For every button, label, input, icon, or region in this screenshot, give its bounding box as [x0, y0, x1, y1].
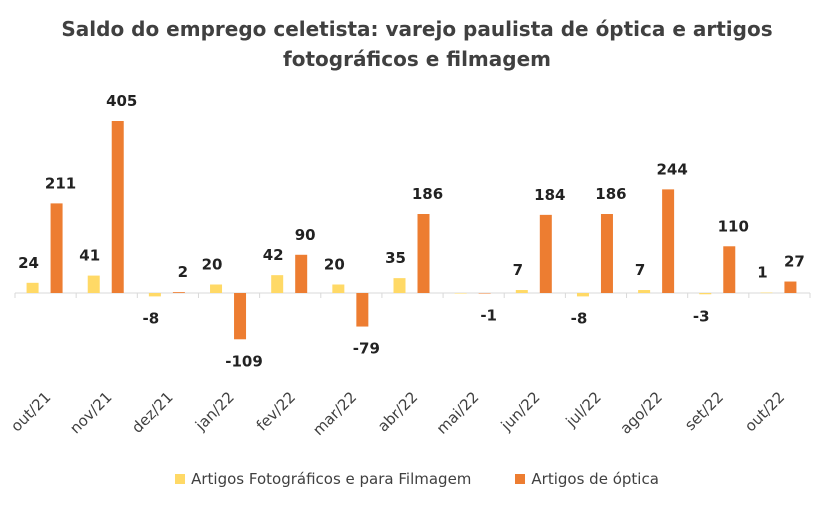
data-label-fotograficos: 42: [263, 246, 284, 264]
bar-optica: [417, 214, 430, 293]
bar-fotograficos: [638, 290, 651, 293]
bar-optica: [662, 189, 675, 293]
bar-fotograficos: [332, 284, 345, 293]
bar-optica: [111, 121, 124, 293]
legend-swatch-optica: [515, 474, 526, 484]
data-label-fotograficos: -8: [571, 309, 588, 327]
bar-fotograficos: [26, 282, 39, 293]
x-tick-label: mai/22: [433, 388, 483, 438]
x-tick-label: set/22: [681, 388, 727, 434]
data-label-optica: 211: [45, 174, 76, 192]
bar-fotograficos: [760, 292, 773, 294]
data-label-optica: 2: [178, 263, 188, 281]
x-tick-label: nov/21: [66, 388, 115, 437]
bar-optica: [356, 293, 369, 327]
legend-label-fotograficos: Artigos Fotográficos e para Filmagem: [191, 470, 472, 488]
chart-title-line2: fotográficos e filmagem: [283, 47, 551, 71]
legend-item-fotograficos: Artigos Fotográficos e para Filmagem: [175, 470, 471, 488]
data-label-optica: 184: [534, 186, 565, 204]
x-tick-label: mar/22: [309, 388, 360, 439]
legend: Artigos Fotográficos e para Filmagem Art…: [0, 470, 834, 488]
data-label-optica: 27: [784, 253, 805, 271]
bar-optica: [172, 292, 185, 293]
data-label-optica: 405: [106, 92, 137, 110]
bar-fotograficos: [454, 293, 467, 294]
bar-optica: [600, 214, 613, 293]
x-tick-label: out/22: [741, 388, 788, 435]
bar-fotograficos: [515, 290, 528, 293]
bar-optica: [539, 214, 552, 293]
x-tick-label: jul/22: [562, 388, 605, 431]
data-label-fotograficos: 1: [757, 264, 767, 282]
data-label-optica: 110: [718, 217, 749, 235]
data-label-optica: -109: [225, 352, 263, 370]
x-tick-label: out/21: [7, 388, 54, 435]
data-label-fotograficos: 7: [513, 261, 523, 279]
x-tick-label: jan/22: [191, 388, 238, 435]
data-label-fotograficos: 20: [202, 256, 223, 274]
bar-fotograficos: [393, 278, 406, 293]
bar-optica: [723, 246, 736, 293]
bar-optica: [234, 293, 247, 340]
legend-swatch-fotograficos: [175, 474, 186, 484]
x-tick-label: jun/22: [497, 388, 544, 435]
data-label-optica: 244: [656, 160, 687, 178]
chart-title: Saldo do emprego celetista: varejo pauli…: [0, 14, 834, 74]
data-label-optica: 186: [595, 185, 626, 203]
x-tick-label: ago/22: [616, 388, 666, 438]
bar-fotograficos: [576, 293, 589, 297]
data-label-fotograficos: -3: [693, 307, 710, 325]
data-label-optica: -1: [480, 306, 497, 324]
bar-fotograficos: [210, 284, 223, 293]
bar-optica: [50, 203, 63, 293]
data-label-optica: 186: [412, 185, 443, 203]
bar-optica: [295, 254, 308, 293]
bar-optica: [478, 293, 491, 294]
data-label-fotograficos: 7: [635, 261, 645, 279]
data-label-optica: 90: [295, 226, 316, 244]
x-tick-label: abr/22: [374, 388, 421, 435]
bar-optica: [784, 281, 797, 293]
legend-label-optica: Artigos de óptica: [531, 470, 659, 488]
data-label-fotograficos: 35: [385, 249, 406, 267]
bar-fotograficos: [699, 293, 712, 295]
data-label-optica: -79: [353, 340, 380, 358]
data-label-fotograficos: 20: [324, 256, 345, 274]
data-label-fotograficos: -8: [143, 309, 160, 327]
legend-item-optica: Artigos de óptica: [515, 470, 659, 488]
data-label-fotograficos: 24: [18, 254, 39, 272]
x-tick-label: fev/22: [253, 388, 299, 434]
bar-fotograficos: [271, 275, 284, 293]
x-tick-label: dez/21: [128, 388, 177, 437]
chart-title-line1: Saldo do emprego celetista: varejo pauli…: [61, 17, 773, 41]
data-label-fotograficos: 41: [79, 247, 100, 265]
bar-fotograficos: [148, 293, 161, 297]
bar-fotograficos: [87, 275, 100, 293]
